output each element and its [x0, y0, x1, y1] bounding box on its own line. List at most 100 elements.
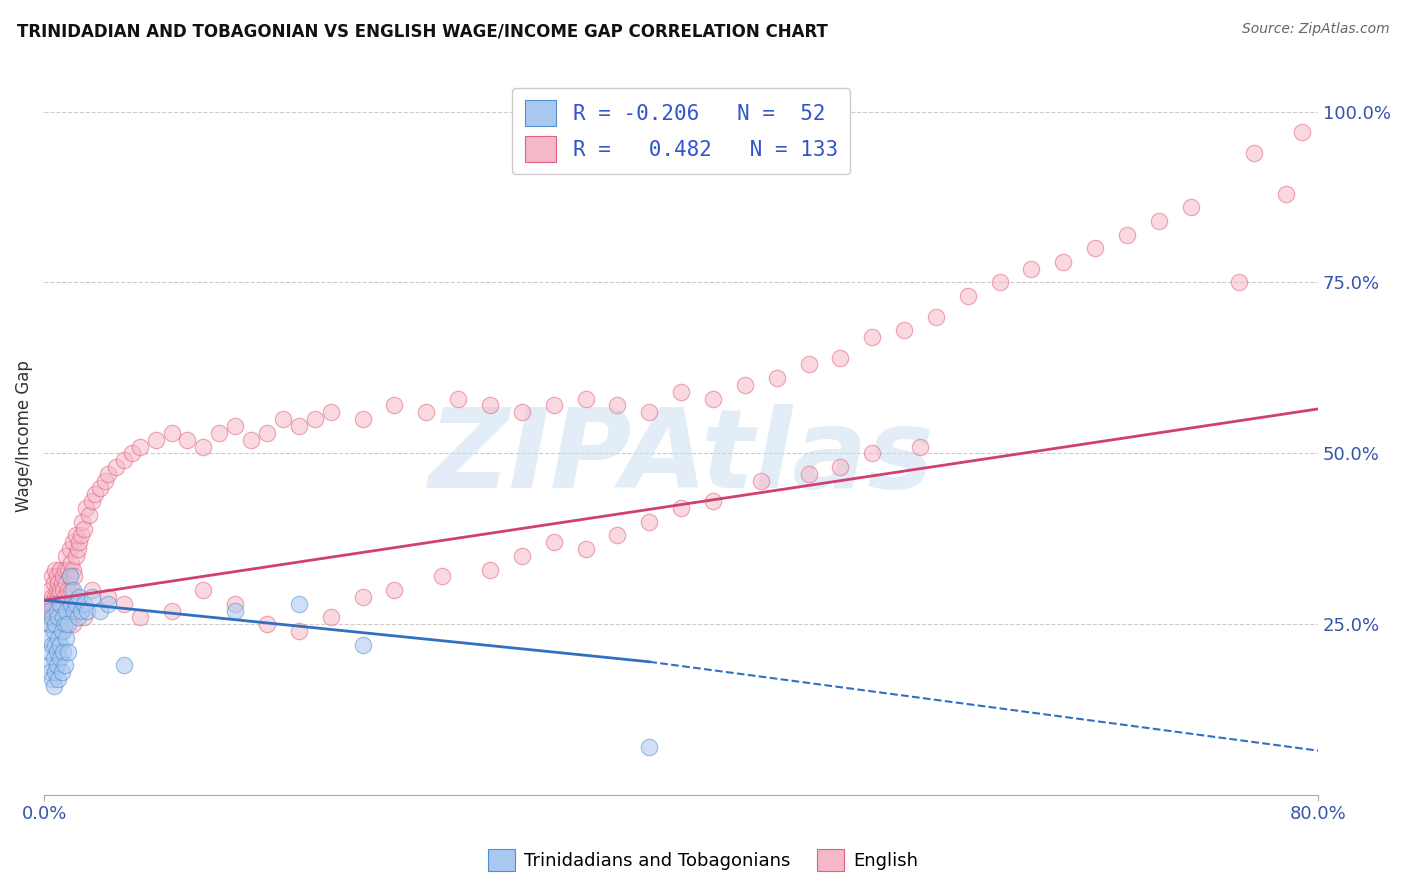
Point	[73, 597, 96, 611]
Point	[72, 515, 94, 529]
Point	[830, 351, 852, 365]
Point	[41, 597, 63, 611]
Point	[55, 576, 77, 591]
Point	[543, 535, 565, 549]
Point	[80, 582, 103, 597]
Point	[80, 494, 103, 508]
Point	[543, 399, 565, 413]
Point	[1227, 276, 1250, 290]
Point	[702, 494, 724, 508]
Point	[42, 597, 65, 611]
Point	[55, 549, 77, 563]
Point	[288, 419, 311, 434]
Point	[638, 405, 661, 419]
Point	[41, 569, 63, 583]
Point	[1243, 145, 1265, 160]
Point	[510, 549, 533, 563]
Legend: R = -0.206   N =  52, R =   0.482   N = 133: R = -0.206 N = 52, R = 0.482 N = 133	[512, 87, 851, 174]
Point	[1291, 125, 1313, 139]
Point	[145, 433, 167, 447]
Point	[38, 658, 60, 673]
Point	[73, 610, 96, 624]
Point	[38, 617, 60, 632]
Point	[52, 582, 75, 597]
Point	[39, 582, 62, 597]
Point	[51, 597, 73, 611]
Point	[66, 541, 89, 556]
Point	[224, 419, 246, 434]
Point	[62, 617, 84, 632]
Point	[42, 576, 65, 591]
Point	[67, 590, 90, 604]
Point	[319, 610, 342, 624]
Point	[908, 440, 931, 454]
Point	[121, 446, 143, 460]
Point	[112, 658, 135, 673]
Point	[45, 597, 67, 611]
Point	[44, 590, 66, 604]
Point	[49, 651, 72, 665]
Point	[256, 617, 278, 632]
Point	[89, 481, 111, 495]
Point	[638, 515, 661, 529]
Point	[39, 610, 62, 624]
Point	[65, 549, 87, 563]
Point	[432, 569, 454, 583]
Point	[112, 597, 135, 611]
Point	[669, 501, 692, 516]
Point	[606, 528, 628, 542]
Point	[67, 535, 90, 549]
Point	[60, 556, 83, 570]
Point	[288, 597, 311, 611]
Point	[44, 617, 66, 632]
Point	[352, 590, 374, 604]
Point	[1021, 261, 1043, 276]
Point	[65, 528, 87, 542]
Point	[63, 569, 86, 583]
Point	[52, 610, 75, 624]
Point	[89, 603, 111, 617]
Point	[63, 603, 86, 617]
Point	[39, 617, 62, 632]
Point	[55, 603, 77, 617]
Point	[58, 569, 80, 583]
Point	[58, 569, 80, 583]
Point	[49, 638, 72, 652]
Point	[160, 603, 183, 617]
Point	[62, 535, 84, 549]
Point	[41, 603, 63, 617]
Point	[638, 740, 661, 755]
Point	[41, 638, 63, 652]
Point	[49, 597, 72, 611]
Point	[65, 597, 87, 611]
Point	[702, 392, 724, 406]
Point	[574, 541, 596, 556]
Point	[56, 562, 79, 576]
Point	[44, 638, 66, 652]
Point	[84, 487, 107, 501]
Point	[51, 665, 73, 679]
Point	[45, 644, 67, 658]
Point	[53, 590, 76, 604]
Point	[76, 603, 98, 617]
Point	[956, 289, 979, 303]
Point	[510, 405, 533, 419]
Point	[1052, 255, 1074, 269]
Point	[797, 358, 820, 372]
Point	[1180, 200, 1202, 214]
Point	[271, 412, 294, 426]
Point	[75, 501, 97, 516]
Point	[48, 610, 70, 624]
Point	[447, 392, 470, 406]
Point	[1116, 227, 1139, 242]
Point	[304, 412, 326, 426]
Point	[45, 569, 67, 583]
Point	[52, 569, 75, 583]
Point	[112, 453, 135, 467]
Point	[49, 582, 72, 597]
Point	[48, 672, 70, 686]
Point	[860, 446, 883, 460]
Point	[69, 603, 91, 617]
Point	[240, 433, 263, 447]
Point	[42, 624, 65, 638]
